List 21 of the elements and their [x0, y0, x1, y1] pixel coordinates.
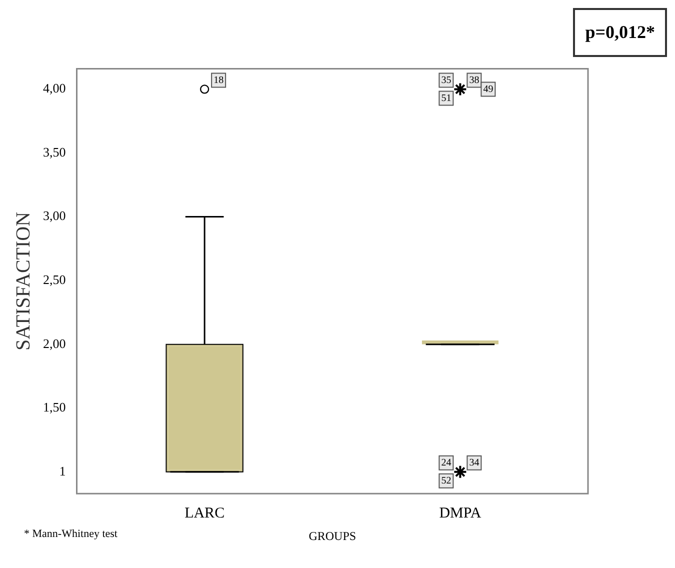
annotation: 34 [469, 458, 480, 469]
y-tick-label: 3,50 [43, 144, 66, 160]
y-tick-label: 2,00 [43, 336, 66, 351]
y-tick-label: 1 [59, 463, 66, 478]
annotation: 49 [483, 84, 494, 95]
x-tick-label: DMPA [439, 506, 482, 522]
y-tick-label: 4,00 [43, 80, 66, 96]
annotation: 24 [441, 458, 452, 469]
x-axis-title: GROUPS [308, 528, 356, 543]
text: * Mann-Whitney test [24, 528, 118, 540]
y-axis-title: SATISFACTION [12, 212, 34, 350]
annotation: 38 [469, 74, 480, 86]
chart-title: p=0,012* [573, 8, 667, 57]
annotation: 18 [214, 74, 224, 86]
x-tick-label: LARC [184, 506, 225, 522]
annotation: 51 [441, 92, 452, 104]
annotation: 35 [441, 74, 452, 86]
y-tick-label: 2,50 [43, 272, 66, 287]
annotation: 52 [441, 476, 452, 487]
y-tick-label: 3,00 [43, 208, 66, 224]
y-tick-label: 1,50 [43, 400, 66, 415]
